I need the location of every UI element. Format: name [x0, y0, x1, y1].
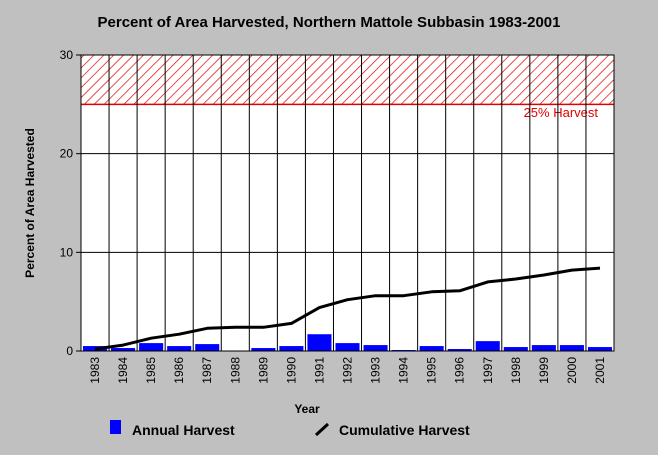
- annual-harvest-bars: [83, 334, 612, 351]
- annual-harvest-bar: [167, 346, 192, 351]
- annual-harvest-bar: [307, 334, 332, 351]
- x-tick-label: 1985: [144, 357, 158, 384]
- annual-harvest-bar: [447, 349, 472, 351]
- x-tick-label: 1983: [88, 357, 102, 384]
- x-tick-label: 1999: [537, 357, 551, 384]
- x-axis-title: Year: [294, 402, 320, 416]
- annual-harvest-bar: [195, 344, 220, 351]
- annual-harvest-bar: [335, 343, 360, 351]
- x-tick-label: 1986: [172, 357, 186, 384]
- annual-harvest-bar: [363, 345, 388, 351]
- annual-harvest-bar: [419, 346, 444, 351]
- x-tick-label: 1987: [200, 357, 214, 384]
- x-tick-label: 1994: [397, 357, 411, 384]
- x-tick-label: 1993: [369, 357, 383, 384]
- x-tick-label: 1992: [341, 357, 355, 384]
- y-tick-label: 30: [60, 48, 74, 62]
- gridlines: [81, 55, 614, 351]
- x-axis-ticks: 1983 1984 1985 1986 1987 1988 1989 1990 1991 1992…: [88, 357, 607, 384]
- legend-annual-swatch: [110, 420, 121, 434]
- annual-harvest-bar: [559, 345, 584, 351]
- legend-cumulative-swatch: [314, 422, 330, 437]
- plot-frame: [80, 54, 615, 352]
- threshold-label: 25% Harvest: [524, 105, 599, 120]
- annual-harvest-bar: [587, 347, 612, 351]
- chart-title: Percent of Area Harvested, Northern Matt…: [98, 14, 561, 31]
- cumulative-harvest-line: [94, 266, 601, 351]
- threshold-band: [81, 55, 614, 105]
- y-tick-label: 20: [60, 147, 74, 161]
- annual-harvest-bar: [531, 345, 556, 351]
- x-tick-label: 1988: [228, 357, 242, 384]
- annual-harvest-bar: [251, 348, 276, 351]
- y-axis-title: Percent of Area Harvested: [23, 128, 37, 278]
- legend: Annual Harvest Cumulative Harvest: [110, 420, 470, 438]
- x-tick-label: 1995: [425, 357, 439, 384]
- annual-harvest-bar: [475, 341, 500, 351]
- y-tick-label: 0: [66, 344, 73, 358]
- legend-annual-label: Annual Harvest: [132, 422, 235, 438]
- legend-cumulative-label: Cumulative Harvest: [339, 422, 470, 438]
- annual-harvest-bar: [503, 347, 528, 351]
- y-tick-label: 10: [60, 245, 74, 259]
- y-axis-ticks: 0 10 20 30: [60, 48, 81, 358]
- x-tick-label: 2001: [593, 357, 607, 384]
- annual-harvest-bar: [279, 346, 304, 351]
- annual-harvest-bar: [111, 348, 136, 351]
- x-tick-label: 2000: [565, 357, 579, 384]
- x-tick-label: 1990: [284, 357, 298, 384]
- annual-harvest-bar: [139, 343, 164, 351]
- x-tick-label: 1989: [256, 357, 270, 384]
- x-tick-label: 1998: [509, 357, 523, 384]
- x-tick-label: 1997: [481, 357, 495, 384]
- x-tick-label: 1991: [312, 357, 326, 384]
- x-tick-label: 1996: [453, 357, 467, 384]
- x-tick-label: 1984: [116, 357, 130, 384]
